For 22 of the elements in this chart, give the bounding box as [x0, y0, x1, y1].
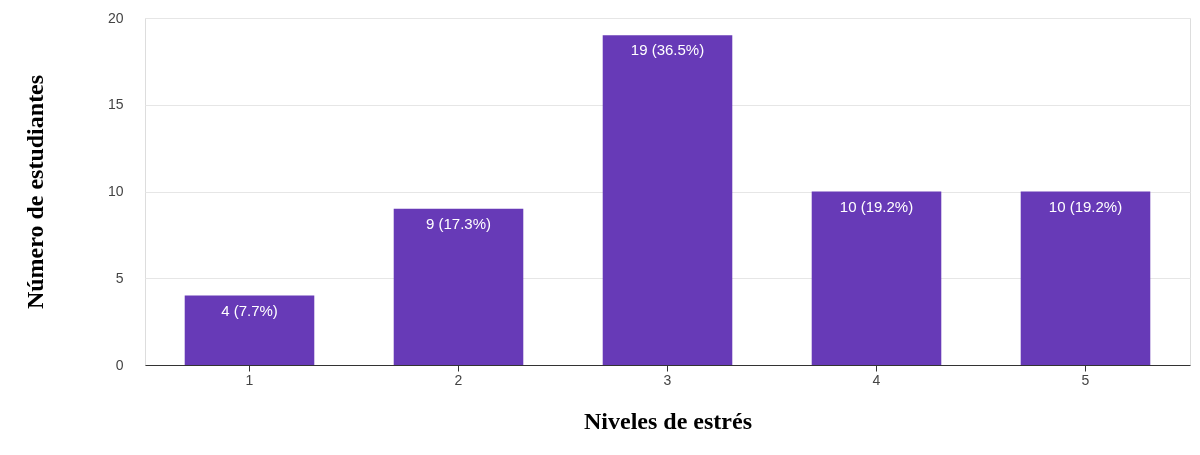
x-tick-label: 1 [245, 371, 254, 388]
x-tick-label: 3 [663, 371, 672, 388]
x-axis-title: Niveles de estrés [584, 407, 752, 434]
bar [811, 191, 942, 365]
x-tick-label: 5 [1081, 371, 1090, 388]
bar [393, 208, 524, 365]
bar [184, 295, 315, 365]
x-tick-label: 2 [454, 371, 463, 388]
data-label: 10 (19.2%) [1048, 197, 1123, 215]
bar [1020, 191, 1151, 365]
data-label: 19 (36.5%) [630, 41, 705, 59]
data-label: 10 (19.2%) [839, 197, 914, 215]
y-axis-title: Número de estudiantes [21, 74, 48, 310]
y-tick-label: 20 [107, 9, 124, 26]
data-label: 9 (17.3%) [425, 214, 492, 232]
y-tick-label: 0 [115, 356, 124, 373]
x-tick-label: 4 [872, 371, 881, 388]
y-tick-label: 15 [107, 96, 124, 113]
y-tick-label: 5 [115, 269, 124, 286]
data-label: 4 (7.7%) [221, 301, 278, 319]
bar [602, 35, 733, 365]
y-tick-label: 10 [107, 183, 124, 199]
